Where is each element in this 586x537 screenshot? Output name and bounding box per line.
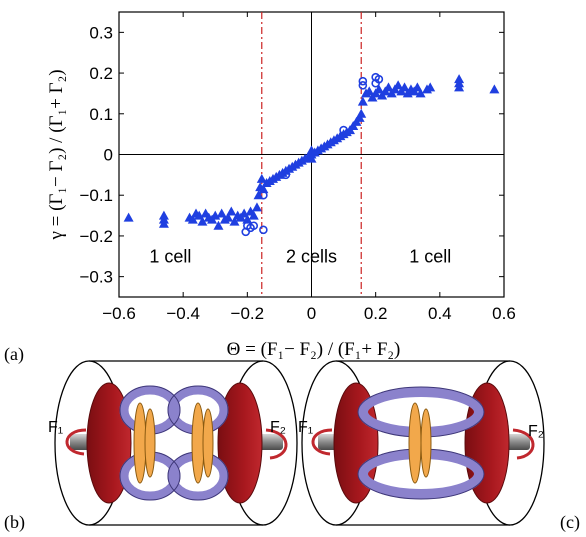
data-point-triangle — [251, 202, 262, 212]
y-tick-label: −0.1 — [79, 186, 113, 205]
y-axis-label: γ = (Γ₁− Γ₂) / (Γ₁+ Γ₂) — [46, 69, 67, 240]
data-point-triangle — [399, 82, 410, 92]
region-label: 1 cell — [409, 246, 451, 266]
force-label-f2: F₂ — [270, 419, 286, 436]
data-point-triangle — [248, 210, 259, 220]
x-tick-label: 0.6 — [492, 304, 516, 323]
cylinder-walls — [89, 360, 263, 526]
meridional-flow — [408, 402, 432, 484]
data-point-triangle — [226, 206, 237, 216]
data-point-triangle — [213, 220, 224, 230]
y-tick-label: 0.1 — [89, 105, 113, 124]
data-point-circle — [339, 125, 348, 135]
data-point-triangle — [223, 212, 234, 222]
y-tick-label: 0.3 — [89, 23, 113, 42]
y-tick-label: −0.3 — [79, 268, 113, 287]
data-point-circle — [249, 221, 259, 231]
x-tick-label: −0.4 — [166, 304, 200, 323]
data-points — [123, 72, 500, 237]
data-point-triangle — [256, 173, 267, 183]
panel-label-c: (c) — [560, 512, 580, 533]
disk-right — [217, 382, 263, 504]
rotation-arrow-right — [512, 428, 535, 460]
data-point-triangle — [187, 214, 198, 224]
x-axis-label: Θ = (F₁− F₂) / (F₁+ F₂) — [227, 339, 401, 360]
data-point-triangle — [229, 216, 240, 226]
data-point-triangle — [489, 84, 500, 94]
data-point-triangle — [425, 82, 436, 92]
data-point-circle — [358, 76, 368, 86]
scatter-plot: −0.6 −0.4 −0.2 0 0.2 0.4 0.6 −0.3 −0.2 −0.1 0 0.1 0.… — [46, 11, 516, 360]
data-point-circle — [259, 225, 268, 235]
data-point-triangle — [373, 84, 384, 94]
data-point-triangle — [412, 82, 423, 92]
axis-ticks: −0.6 −0.4 −0.2 0 0.2 0.4 0.6 −0.3 −0.2 −0.1 0 0.1 0.… — [79, 12, 516, 323]
force-label-f1: F₁ — [298, 419, 313, 436]
y-tick-label: 0.2 — [89, 64, 113, 83]
data-point-triangle — [393, 80, 404, 90]
data-point-triangle — [383, 82, 394, 92]
data-point-triangle — [454, 74, 465, 84]
y-tick-label: 0 — [104, 146, 113, 165]
data-point-triangle — [158, 210, 169, 220]
region-label: 2 cells — [286, 246, 337, 266]
data-point-circle — [358, 80, 368, 90]
y-tick-label: −0.2 — [79, 227, 113, 246]
data-point-triangle — [258, 184, 269, 194]
x-tick-label: −0.6 — [102, 304, 136, 323]
panel-label-b: (b) — [4, 512, 25, 533]
rotation-arrow-left — [311, 428, 333, 456]
data-point-triangle — [415, 88, 426, 98]
x-tick-label: 0 — [307, 304, 316, 323]
data-point-triangle — [364, 86, 375, 96]
data-point-triangle — [306, 153, 317, 163]
meridional-flow — [133, 402, 214, 484]
data-point-triangle — [216, 208, 227, 218]
data-point-circle — [259, 190, 268, 200]
diagram-one-cell: F₁ F₂ — [298, 360, 545, 526]
force-label-f1: F₁ — [48, 419, 63, 436]
region-labels: 1 cell 2 cells 1 cell — [149, 246, 451, 266]
x-tick-label: 0.4 — [428, 304, 452, 323]
panel-label-a: (a) — [4, 344, 24, 365]
cylinder-walls — [336, 360, 510, 526]
data-point-triangle — [197, 216, 208, 226]
region-label: 1 cell — [149, 246, 191, 266]
data-point-circle — [371, 72, 380, 82]
data-point-triangle — [242, 214, 253, 224]
x-tick-label: −0.2 — [231, 304, 265, 323]
data-point-triangle — [123, 212, 134, 222]
data-point-triangle — [357, 96, 368, 106]
rotation-arrow-right — [265, 428, 288, 460]
data-point-circle — [281, 170, 291, 180]
x-tick-label: 0.2 — [364, 304, 388, 323]
threshold-lines — [261, 12, 362, 297]
rotation-arrow-left — [65, 428, 87, 456]
data-point-triangle — [158, 218, 169, 228]
diagram-two-cells: F₁ F₂ — [48, 360, 298, 526]
data-point-triangle — [356, 108, 367, 118]
force-label-f2: F₂ — [528, 423, 544, 440]
